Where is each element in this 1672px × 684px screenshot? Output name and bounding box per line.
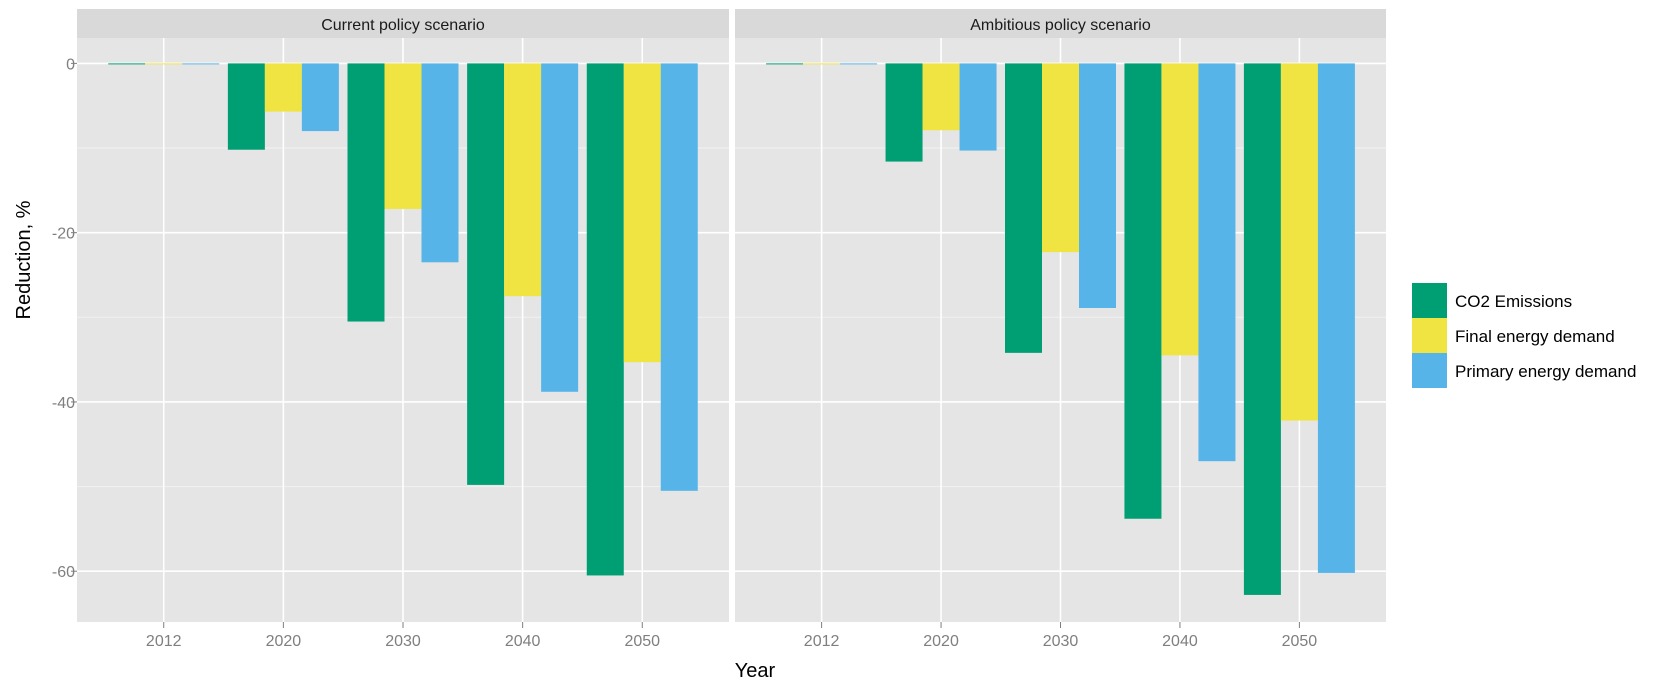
bar-primary-energy-demand-2012 bbox=[840, 63, 878, 65]
x-tick-label: 2040 bbox=[505, 633, 541, 650]
bar-co2-emissions-2012 bbox=[108, 63, 146, 65]
x-tick-label: 2040 bbox=[1162, 633, 1198, 650]
legend-label: Primary energy demand bbox=[1455, 362, 1636, 381]
x-tick-label: 2012 bbox=[146, 633, 182, 650]
bar-co2-emissions-2020 bbox=[227, 63, 265, 150]
bar-co2-emissions-2040 bbox=[1124, 63, 1162, 519]
x-axis-title: Year bbox=[735, 660, 776, 682]
y-tick-label: -40 bbox=[52, 395, 75, 412]
y-axis: 0 -20 -40 -60 bbox=[52, 56, 77, 581]
legend-swatch bbox=[1412, 318, 1447, 353]
bar-primary-energy-demand-2020 bbox=[959, 63, 997, 151]
bar-final-energy-demand-2050 bbox=[1280, 63, 1318, 421]
bar-co2-emissions-2012 bbox=[766, 63, 804, 65]
bar-final-energy-demand-2020 bbox=[264, 63, 302, 112]
bar-primary-energy-demand-2012 bbox=[182, 63, 220, 65]
bar-final-energy-demand-2030 bbox=[1042, 63, 1079, 253]
bar-final-energy-demand-2012 bbox=[803, 63, 841, 65]
legend-label: CO2 Emissions bbox=[1455, 292, 1572, 311]
y-tick-label: 0 bbox=[66, 56, 75, 73]
bar-co2-emissions-2030 bbox=[347, 63, 385, 322]
bar-primary-energy-demand-2050 bbox=[660, 63, 698, 491]
bar-final-energy-demand-2012 bbox=[145, 63, 183, 65]
x-tick-label: 2050 bbox=[1282, 633, 1318, 650]
bar-final-energy-demand-2030 bbox=[384, 63, 422, 209]
x-tick-label: 2030 bbox=[385, 633, 421, 650]
bar-co2-emissions-2050 bbox=[1243, 63, 1281, 595]
y-tick-label: -60 bbox=[52, 564, 75, 581]
x-tick-label: 2050 bbox=[624, 633, 660, 650]
x-tick-label: 2012 bbox=[804, 633, 840, 650]
legend: CO2 Emissions Final energy demand Primary … bbox=[1412, 283, 1636, 388]
y-tick-label: -20 bbox=[52, 226, 75, 243]
bar-co2-emissions-2040 bbox=[467, 63, 505, 485]
legend-label: Final energy demand bbox=[1455, 327, 1615, 346]
bar-co2-emissions-2020 bbox=[885, 63, 923, 162]
legend-swatch bbox=[1412, 353, 1447, 388]
x-tick-label: 2020 bbox=[923, 633, 959, 650]
panels-layer: Current policy scenario 2012 2020 2030 2040 2… bbox=[77, 9, 1386, 650]
bar-primary-energy-demand-2040 bbox=[541, 63, 579, 392]
panel-1: Current policy scenario 2012 2020 2030 2040 2… bbox=[77, 9, 729, 650]
panel-2: Ambitious policy scenario 2012 2020 2030 204… bbox=[735, 9, 1386, 650]
bar-primary-energy-demand-2030 bbox=[421, 63, 459, 263]
panel-title: Ambitious policy scenario bbox=[970, 17, 1151, 34]
panel-title: Current policy scenario bbox=[321, 17, 485, 34]
bar-primary-energy-demand-2040 bbox=[1198, 63, 1236, 462]
bar-primary-energy-demand-2030 bbox=[1079, 63, 1116, 308]
panel-strip bbox=[77, 9, 729, 38]
legend-swatch bbox=[1412, 283, 1447, 318]
bar-co2-emissions-2050 bbox=[586, 63, 624, 576]
bar-co2-emissions-2030 bbox=[1005, 63, 1042, 353]
bar-final-energy-demand-2050 bbox=[623, 63, 661, 363]
bar-primary-energy-demand-2050 bbox=[1317, 63, 1355, 573]
bar-final-energy-demand-2020 bbox=[922, 63, 960, 131]
bar-primary-energy-demand-2020 bbox=[301, 63, 339, 132]
bar-final-energy-demand-2040 bbox=[1161, 63, 1199, 356]
x-tick-label: 2030 bbox=[1043, 633, 1079, 650]
bar-final-energy-demand-2040 bbox=[504, 63, 542, 297]
x-tick-label: 2020 bbox=[266, 633, 302, 650]
panel-strip bbox=[735, 9, 1386, 38]
y-axis-title: Reduction, % bbox=[13, 200, 35, 319]
